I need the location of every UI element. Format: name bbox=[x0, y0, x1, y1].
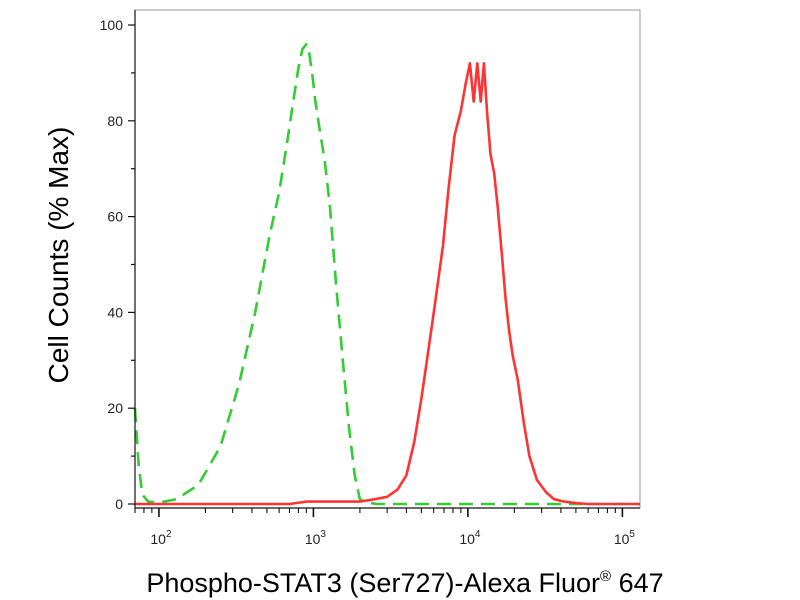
x-tick-label: 102 bbox=[150, 529, 172, 547]
x-tick-label: 104 bbox=[459, 529, 481, 547]
x-axis: 102 103 104 105 bbox=[134, 507, 640, 547]
x-axis-title-main: Phospho-STAT3 (Ser727)-Alexa Fluor bbox=[146, 568, 600, 598]
plot-frame bbox=[134, 9, 641, 509]
series-line-solid bbox=[135, 62, 640, 506]
y-tick-label: 20 bbox=[107, 400, 123, 416]
y-tick-label: 60 bbox=[107, 209, 123, 225]
x-axis-title-suffix: 647 bbox=[611, 568, 664, 598]
x-tick-label: 105 bbox=[614, 529, 636, 547]
y-tick-label: 0 bbox=[115, 496, 123, 512]
y-tick-label: 100 bbox=[100, 17, 124, 33]
x-axis-title-sup: ® bbox=[600, 568, 611, 585]
x-tick-label: 103 bbox=[305, 529, 327, 547]
y-axis: 0 20 40 60 80 100 bbox=[100, 10, 136, 512]
series-line-dashed bbox=[133, 42, 640, 506]
x-axis-title: Phospho-STAT3 (Ser727)-Alexa Fluor® 647 bbox=[146, 568, 663, 598]
y-tick-label: 80 bbox=[107, 113, 123, 129]
series-layer bbox=[133, 42, 640, 506]
y-tick-label: 40 bbox=[107, 304, 123, 320]
y-axis-title: Cell Counts (% Max) bbox=[43, 127, 74, 384]
